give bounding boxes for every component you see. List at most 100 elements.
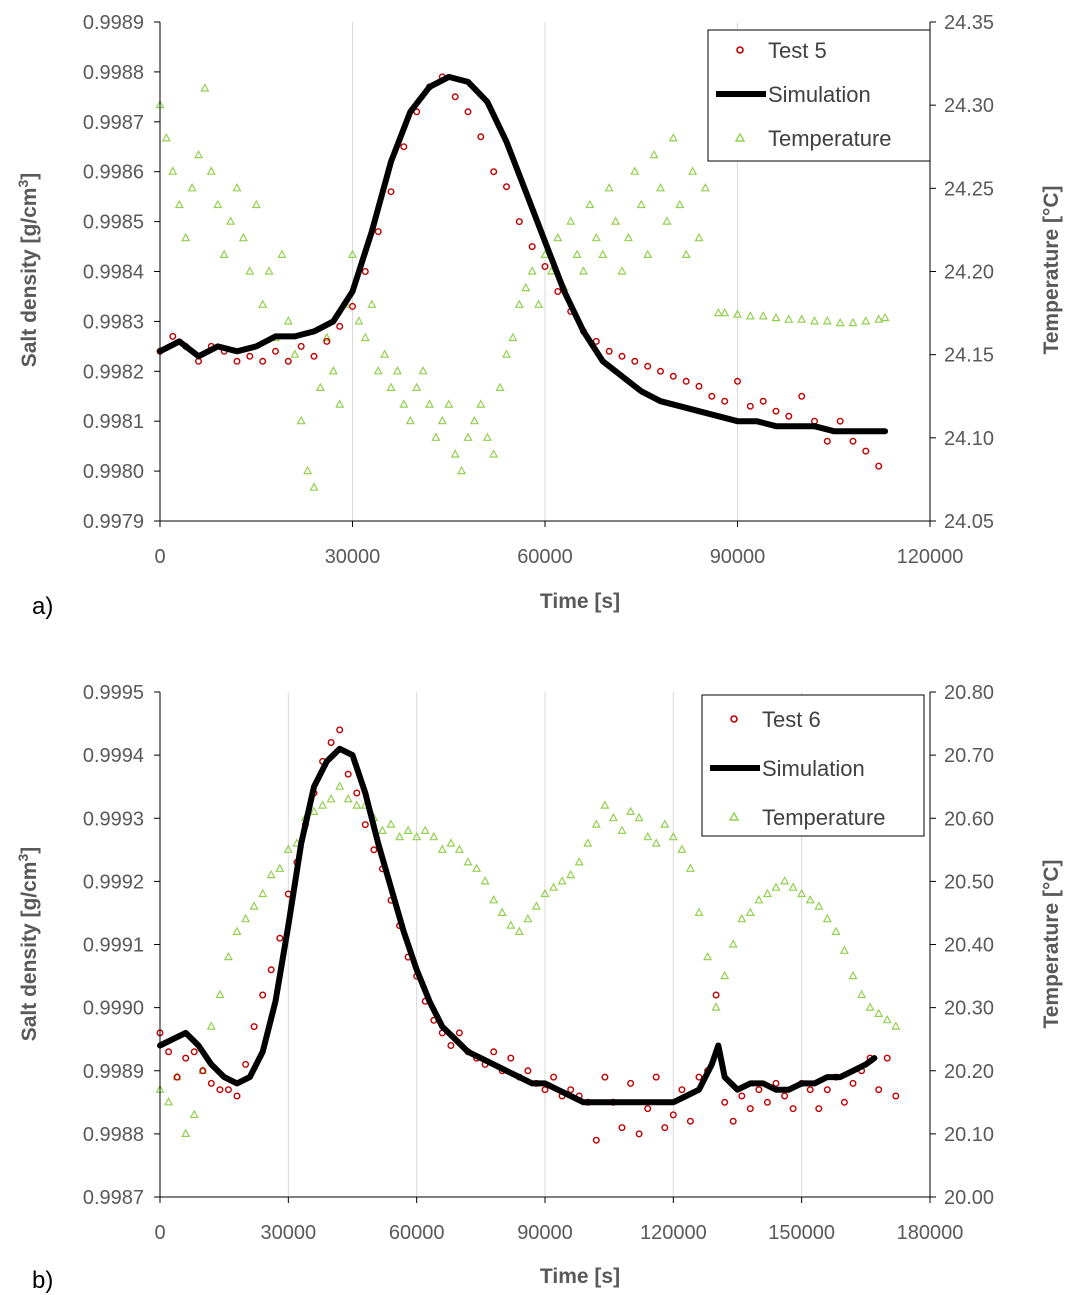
chart-a-point-temperature [534,299,544,308]
chart-b-point-temperature [660,819,670,828]
chart-b-point-temperature [531,901,541,910]
chart-a-point-temperature [200,83,210,92]
chart-a-point-test-5 [836,417,844,425]
chart-a-point-test-5 [862,447,870,455]
chart-a-point-test-5 [361,268,369,276]
chart-a-point-temperature [168,166,178,175]
chart-b-point-temperature [668,831,678,841]
chart-a-point-temperature [213,199,223,209]
chart-a-point-test-5 [759,397,767,405]
chart-a-y2-tick-label: 24.15 [944,345,994,367]
chart-a-point-temperature [450,449,460,458]
chart-b-point-test-6 [721,1098,729,1106]
chart-b-point-temperature [181,1128,191,1138]
chart-a-point-test-5 [798,392,806,400]
chart-b-point-temperature [386,819,396,828]
chart-b-point-temperature [634,812,644,822]
chart-a-point-temperature [835,317,845,327]
chart-a-point-temperature [405,415,415,425]
chart-b-point-test-6 [772,1079,780,1087]
chart-a-grid [352,22,738,521]
chart-b-point-test-6 [490,1048,498,1056]
chart-b-point-test-6 [370,846,378,854]
chart-b-point-temperature [643,831,653,841]
chart-b-point-test-6 [165,1048,173,1056]
chart-b-point-temperature [472,863,482,872]
chart-a-point-test-5 [695,382,703,390]
chart-b-point-temperature [318,800,328,809]
chart-b-point-test-6 [250,1023,258,1031]
chart-b-point-temperature [463,857,473,866]
chart-a-point-temperature [174,199,184,209]
chart-b-point-test-6 [541,1086,549,1094]
chart-b-y2-axis-title: Temperature [°C] [1040,859,1063,1028]
chart-a-point-temperature [206,166,216,175]
chart-b-point-temperature [480,876,490,885]
chart-a-point-test-5 [657,367,665,375]
chart-b-point-temperature [762,888,772,898]
chart-b-point-temperature [377,825,387,835]
chart-b-point-temperature [591,819,601,828]
chart-a-y2-tick-label: 24.25 [944,178,994,200]
chart-b-point-test-6 [224,1086,232,1094]
chart-a-point-test-5 [618,352,626,360]
chart-a-point-test-5 [644,362,652,370]
chart-b-y2-tick-label: 20.20 [944,1061,994,1083]
chart-a-point-test-5 [336,322,344,330]
chart-b-point-test-6 [207,1079,215,1087]
chart-b-point-temperature [446,838,456,847]
chart-a-point-temperature [181,232,191,242]
chart-a-point-temperature [668,133,678,142]
chart-a-point-temperature [501,349,512,358]
chart-b-y-tick-label: 0.9992 [83,871,144,893]
chart-a-point-test-5 [823,437,831,445]
chart-a-point-test-5 [259,357,267,365]
chart-b-point-temperature [489,895,499,904]
chart-b-point-temperature [206,1021,216,1030]
chart-a-point-temperature [424,399,435,408]
chart-b-point-temperature [343,794,353,803]
chart-b-point-temperature [309,806,319,816]
chart-b-point-temperature [574,857,584,866]
chart-b-x-axis-title: Time [s] [540,1265,620,1288]
chart-b-point-temperature [805,895,815,904]
chart-b-point-test-6 [763,1098,771,1106]
chart-b-point-temperature [429,831,439,841]
chart-a-point-test-5 [541,263,549,271]
chart-b-x-tick-label: 60000 [389,1222,445,1244]
chart-a-point-test-5 [785,412,793,420]
chart-a-point-temperature [354,316,364,325]
chart-a-legend-marker-temperature [734,132,746,142]
chart-a-point-test-5 [246,352,254,360]
chart-b-point-test-6 [729,1117,737,1125]
chart-b-point-test-6 [892,1092,900,1100]
chart-b-point-temperature [882,1014,892,1024]
chart-a-y-tick-label: 0.9985 [83,212,144,234]
chart-b-point-test-6 [738,1092,746,1100]
chart-a-point-temperature [303,465,313,475]
chart-a-y-tick-label: 0.9986 [83,162,144,184]
chart-b-point-test-6 [789,1105,797,1113]
chart-a-point-test-5 [746,402,754,410]
chart-b-x-tick-label: 150000 [768,1222,835,1244]
chart-a-point-temperature [578,266,589,275]
chart-b-point-temperature [865,1002,875,1011]
chart-a-y-tick-label: 0.9979 [83,511,144,533]
chart-b-legend-label-simulation: Simulation [762,756,865,781]
chart-b-data [155,726,901,1144]
chart-a-point-test-5 [374,228,382,236]
chart-b-point-test-6 [627,1079,635,1087]
chart-b-point-temperature [814,901,824,910]
chart-a-point-temperature [418,366,428,375]
chart-b-x-tick-label: 0 [154,1222,165,1244]
chart-a-point-temperature [322,332,332,342]
chart-a-y2-tick-label: 24.30 [944,95,994,117]
chart-b-y-tick-label: 0.9990 [83,998,144,1020]
chart-a-point-temperature [238,232,248,242]
chart-b-point-test-6 [746,1105,754,1113]
chart-b-point-temperature [848,970,858,980]
chart-a-point-temperature [380,349,390,358]
chart-a-point-temperature [732,309,743,318]
chart-a-point-temperature [315,382,325,391]
chart-b-point-temperature [164,1097,174,1106]
